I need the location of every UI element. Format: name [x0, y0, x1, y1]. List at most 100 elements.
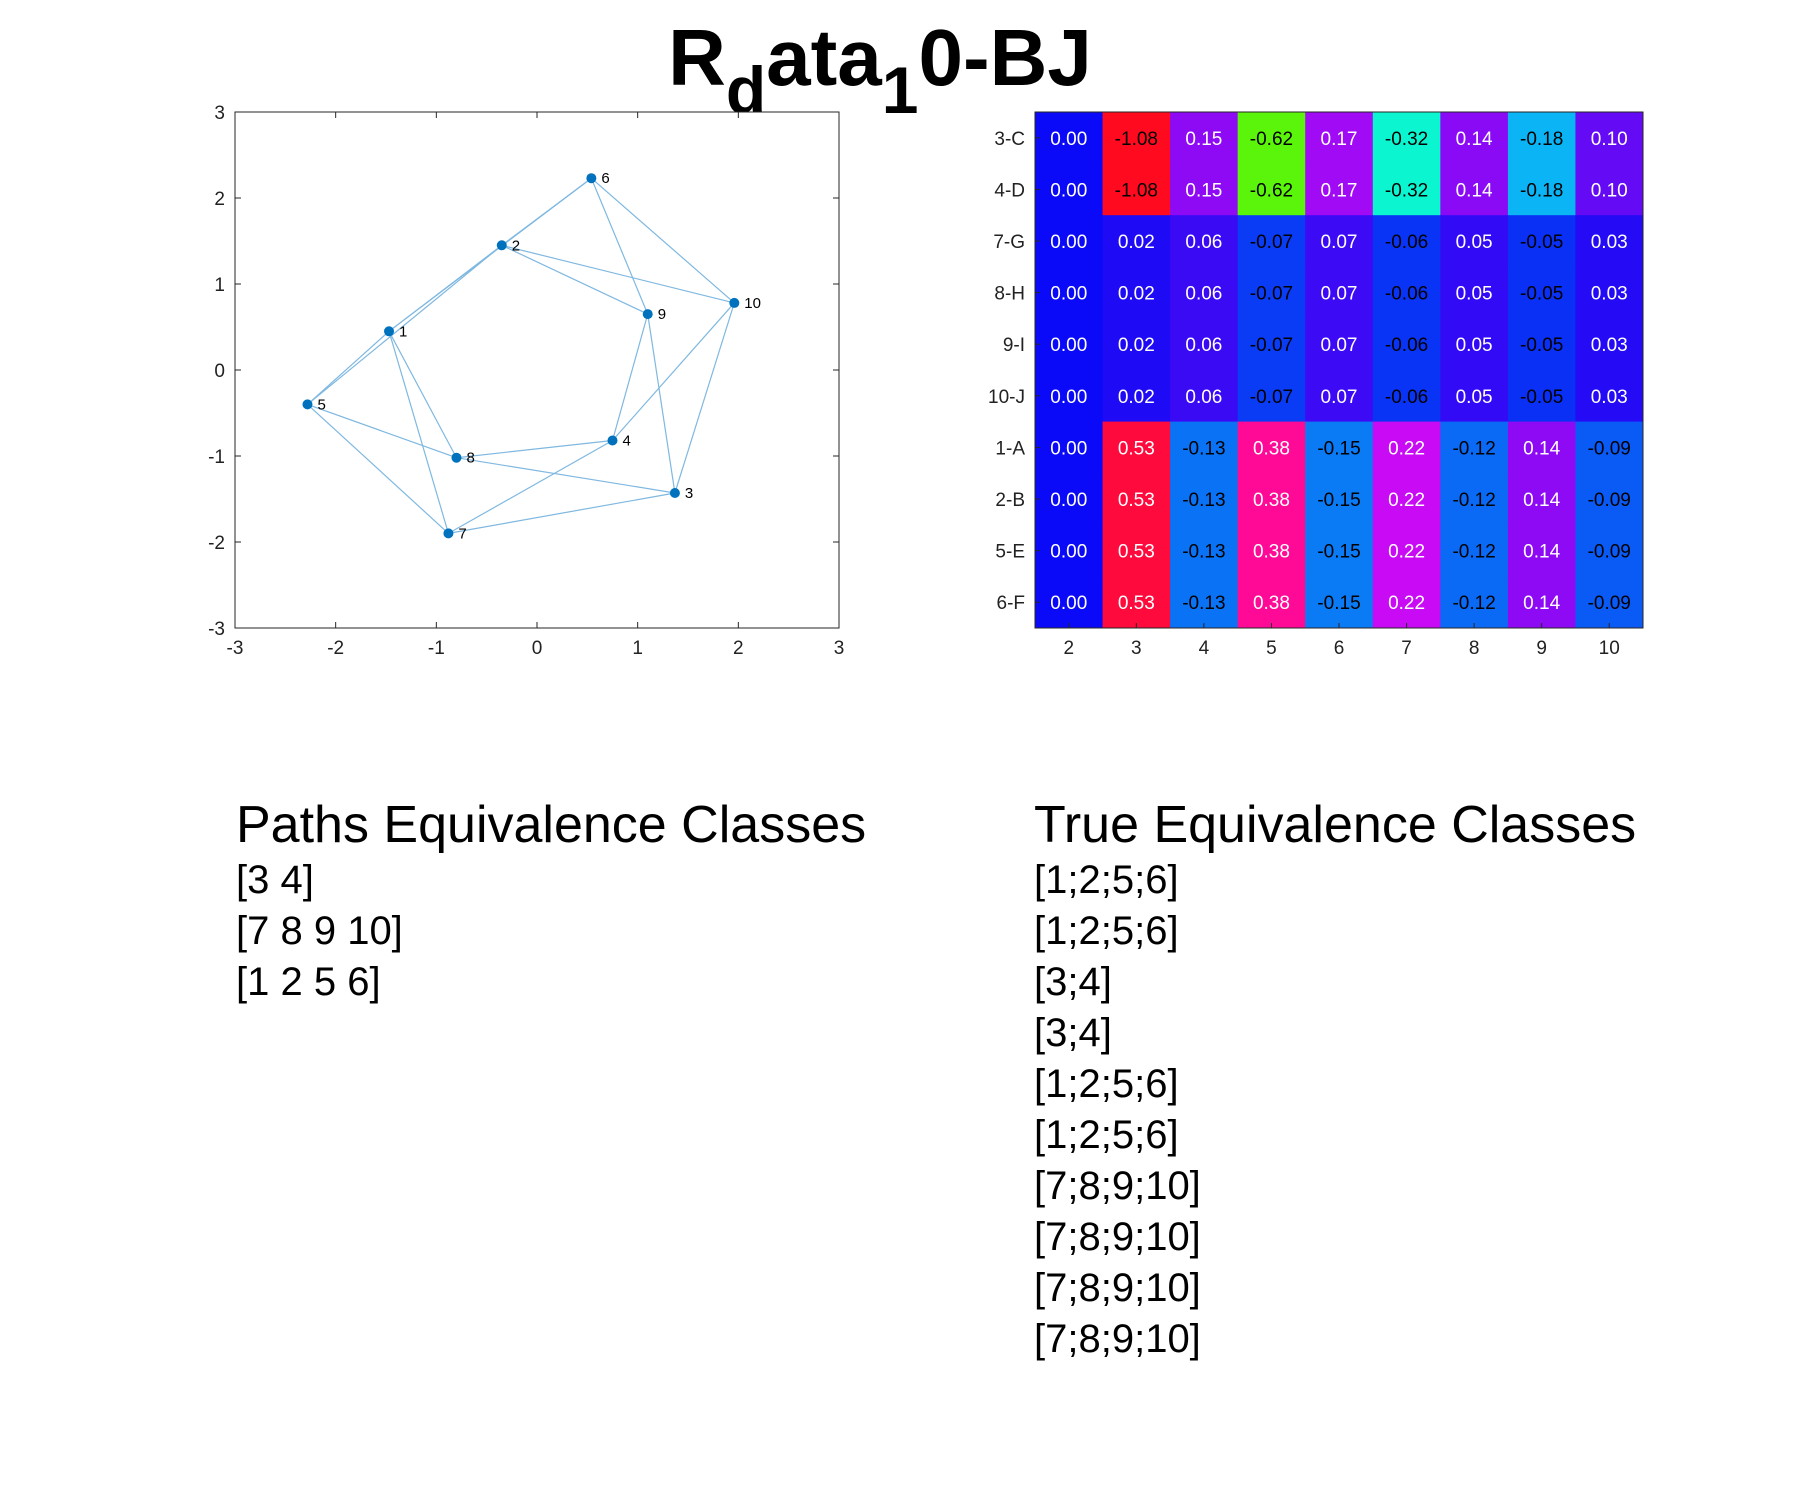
graph-edge [590, 177, 649, 315]
cell-value: 0.00 [1050, 438, 1087, 459]
cell-value: -0.13 [1182, 542, 1225, 563]
cell-value: 0.05 [1456, 284, 1493, 305]
cell-value: 0.22 [1388, 490, 1425, 511]
graph-node [302, 399, 313, 410]
cell-value: -0.07 [1250, 387, 1293, 408]
graph-edge [647, 314, 676, 494]
paths-item: [7 8 9 10] [236, 909, 403, 953]
heatmap-cell [1305, 524, 1374, 577]
graph-edge [456, 457, 676, 494]
heatmap-cell [1237, 576, 1306, 629]
heatmap-cell [1440, 524, 1509, 577]
heatmap-cell [1575, 112, 1644, 165]
x-tick-label: -3 [227, 638, 244, 659]
heatmap-cell [1035, 473, 1104, 526]
cell-value: -0.06 [1385, 335, 1428, 356]
cell-value: 0.07 [1321, 335, 1358, 356]
column-label: 5 [1266, 638, 1277, 659]
cell-value: 0.02 [1118, 232, 1155, 253]
cell-value: -0.13 [1182, 490, 1225, 511]
heatmap-cell [1440, 163, 1509, 216]
cell-value: 0.14 [1523, 438, 1560, 459]
heatmap-cell [1507, 370, 1576, 423]
graph-node [496, 240, 507, 251]
cell-value: -0.62 [1250, 129, 1293, 150]
heatmap-cell [1372, 421, 1441, 474]
heatmap-cell [1237, 215, 1306, 268]
true-heading: True Equivalence Classes [1034, 796, 1637, 854]
heatmap-cell [1440, 370, 1509, 423]
cell-value: 0.05 [1456, 232, 1493, 253]
cell-value: -0.06 [1385, 232, 1428, 253]
true-equivalence-panel: True Equivalence Classes [1;2;5;6] [1;2;… [1034, 795, 1636, 1365]
cell-value: 0.00 [1050, 129, 1087, 150]
x-tick-label: -1 [428, 638, 445, 659]
column-label: 2 [1063, 638, 1074, 659]
column-label: 7 [1401, 638, 1412, 659]
heatmap-cell [1170, 215, 1239, 268]
paths-list: [3 4] [7 8 9 10] [1 2 5 6] [236, 855, 866, 1008]
heatmap-cell [1575, 163, 1644, 216]
graph-node [607, 435, 618, 446]
heatmap-cell [1507, 112, 1576, 165]
heatmap-cell [1440, 112, 1509, 165]
y-tick-label: 1 [214, 275, 225, 296]
cell-value: 0.06 [1185, 232, 1222, 253]
heatmap-cell [1305, 163, 1374, 216]
cell-value: 0.15 [1185, 180, 1222, 201]
paths-equivalence-panel: Paths Equivalence Classes [3 4] [7 8 9 1… [236, 795, 866, 1008]
row-label: 10-J [988, 387, 1025, 408]
x-tick-label: 1 [632, 638, 643, 659]
heatmap-cell [1507, 163, 1576, 216]
cell-value: -0.06 [1385, 387, 1428, 408]
heatmap-cell [1372, 576, 1441, 629]
heatmap-cell [1507, 473, 1576, 526]
column-label: 8 [1469, 638, 1480, 659]
heatmap-cell [1237, 370, 1306, 423]
cell-value: 0.06 [1185, 387, 1222, 408]
row-label: 5-E [995, 542, 1025, 563]
page-title: Rdata10-BJ [0, 8, 1760, 123]
graph-edge [307, 403, 457, 459]
heatmap-cell [1170, 266, 1239, 319]
paths-item: [3 4] [236, 858, 314, 902]
heatmap-cell [1102, 473, 1171, 526]
graph-edge [307, 330, 390, 405]
cell-value: 0.03 [1591, 284, 1628, 305]
cell-value: -0.09 [1588, 593, 1631, 614]
heatmap-cell [1170, 524, 1239, 577]
x-tick-label: 2 [733, 638, 744, 659]
row-label: 2-B [995, 490, 1025, 511]
title-mid: ata [766, 13, 882, 102]
x-tick-label: -2 [327, 638, 344, 659]
heatmap-cell [1507, 318, 1576, 371]
y-tick-label: -3 [208, 619, 225, 640]
heatmap-cell [1237, 421, 1306, 474]
heatmap-cell [1575, 524, 1644, 577]
true-item: [1;2;5;6] [1034, 1113, 1179, 1157]
heatmap-cell [1305, 215, 1374, 268]
graph-edge [388, 331, 449, 534]
row-label: 6-F [997, 593, 1026, 614]
node-label: 4 [623, 433, 631, 450]
heatmap-cell [1372, 473, 1441, 526]
cell-value: -0.15 [1317, 542, 1360, 563]
heatmap-cell [1102, 266, 1171, 319]
cell-value: 0.22 [1388, 542, 1425, 563]
heatmap-cell [1305, 421, 1374, 474]
heatmap-cell [1372, 112, 1441, 165]
cell-value: -0.05 [1520, 232, 1563, 253]
heatmap-cell [1305, 266, 1374, 319]
heatmap-cell [1507, 266, 1576, 319]
graph-edge [611, 313, 649, 441]
heatmap-cell [1237, 266, 1306, 319]
node-label: 8 [466, 450, 474, 467]
cell-value: 0.00 [1050, 593, 1087, 614]
cell-value: 0.14 [1523, 542, 1560, 563]
heatmap-cell [1237, 112, 1306, 165]
heatmap-cell [1102, 524, 1171, 577]
heatmap-cell [1440, 421, 1509, 474]
cell-value: 0.38 [1253, 438, 1290, 459]
cell-value: 0.00 [1050, 490, 1087, 511]
paths-item: [1 2 5 6] [236, 960, 381, 1004]
